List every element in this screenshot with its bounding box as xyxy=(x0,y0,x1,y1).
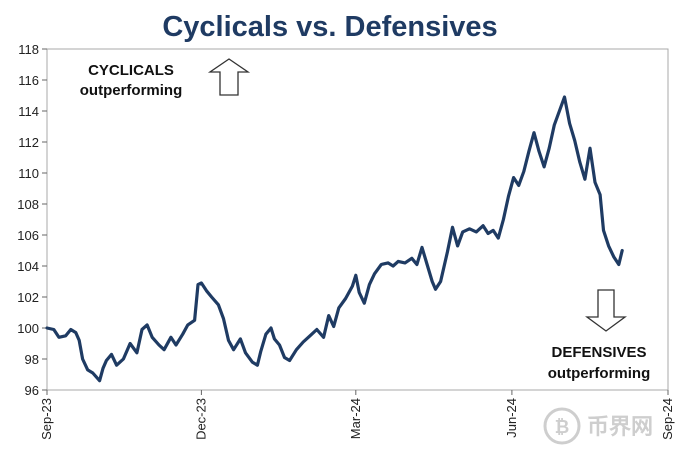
y-tick-label: 98 xyxy=(25,352,39,367)
y-tick-label: 114 xyxy=(18,104,39,119)
arrow-up-icon xyxy=(207,58,251,96)
svg-text:₿: ₿ xyxy=(555,417,570,437)
chart-title: Cyclicals vs. Defensives xyxy=(162,11,497,43)
y-tick-label: 116 xyxy=(18,73,39,88)
arrow-down-icon xyxy=(585,289,627,332)
x-tick-label: Jun-24 xyxy=(504,398,519,438)
y-tick-label: 102 xyxy=(17,290,39,305)
watermark-text: 币界网 xyxy=(587,414,653,439)
annotation-defensives-line2: outperforming xyxy=(548,365,651,382)
x-tick-label: Dec-23 xyxy=(193,398,208,440)
y-tick-label: 110 xyxy=(18,166,39,181)
watermark: ₿ 币界网 xyxy=(543,407,653,445)
y-tick-label: 100 xyxy=(17,321,39,336)
plot-frame xyxy=(46,48,669,391)
x-tick-label: Sep-24 xyxy=(660,398,675,440)
annotation-cyclicals: CYCLICALS outperforming xyxy=(80,58,251,99)
x-tick-label: Mar-24 xyxy=(348,398,363,439)
annotation-defensives: DEFENSIVES outperforming xyxy=(548,289,651,382)
watermark-coin-icon xyxy=(543,407,581,445)
y-tick-label: 104 xyxy=(17,259,39,274)
y-tick-label: 108 xyxy=(17,197,39,212)
y-tick-label: 118 xyxy=(18,42,39,57)
y-tick-label: 106 xyxy=(17,228,39,243)
series-line-cyclicals-vs-defensives xyxy=(45,95,624,383)
y-tick-label: 112 xyxy=(18,135,39,150)
x-tick-label: Sep-23 xyxy=(39,398,54,440)
annotation-defensives-line1: DEFENSIVES xyxy=(551,344,646,361)
annotation-cyclicals-line1: CYCLICALS xyxy=(88,62,174,79)
annotation-cyclicals-line2: outperforming xyxy=(80,82,183,99)
y-axis: 96 98 100 102 104 106 108 110 112 114 116 118 xyxy=(17,42,47,398)
y-tick-label: 96 xyxy=(25,383,39,398)
x-axis: Sep-23 Dec-23 Mar-24 Jun-24 Sep-24 xyxy=(39,390,675,440)
